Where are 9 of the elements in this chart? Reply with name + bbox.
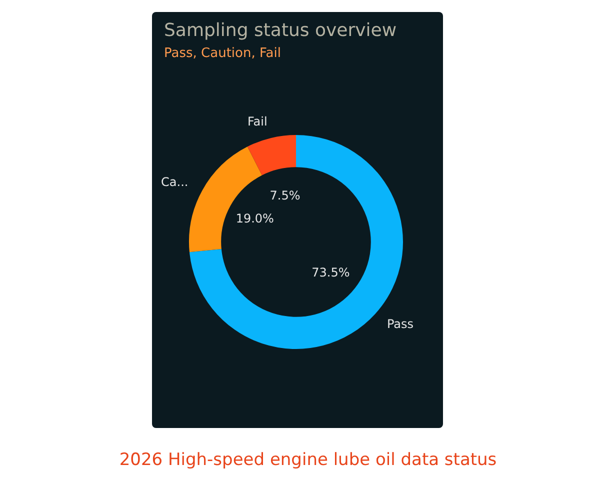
text: 2026 High-speed engine lube oil data status — [118, 450, 498, 470]
slice-label: Pass — [386, 316, 414, 331]
data-label: 73.5% — [312, 266, 350, 280]
data-label: 7.5% — [270, 188, 300, 203]
chart-subtitle: Pass, Caution, Fail — [164, 46, 281, 61]
data-label: 19.0% — [236, 212, 274, 226]
slice-label: Fail — [247, 114, 268, 129]
chart-title: Sampling status overview — [164, 20, 397, 41]
slice-label: Ca... — [161, 174, 188, 189]
